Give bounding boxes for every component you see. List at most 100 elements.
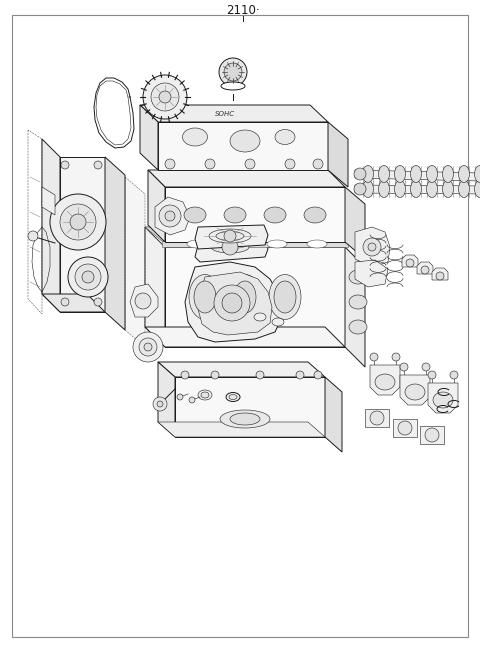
Polygon shape — [42, 187, 55, 215]
Polygon shape — [165, 187, 345, 242]
Circle shape — [94, 161, 102, 169]
Polygon shape — [140, 105, 328, 122]
Ellipse shape — [220, 410, 270, 428]
Polygon shape — [185, 262, 282, 342]
Circle shape — [422, 363, 430, 371]
Circle shape — [189, 397, 195, 403]
Polygon shape — [130, 284, 158, 317]
Circle shape — [363, 238, 381, 256]
Circle shape — [75, 264, 101, 290]
Ellipse shape — [227, 240, 247, 248]
Circle shape — [159, 205, 181, 227]
Ellipse shape — [379, 166, 389, 183]
Circle shape — [28, 231, 38, 241]
Circle shape — [151, 83, 179, 111]
Circle shape — [70, 214, 86, 230]
Polygon shape — [355, 185, 480, 194]
Polygon shape — [417, 262, 433, 274]
Ellipse shape — [211, 241, 249, 253]
Polygon shape — [328, 122, 348, 187]
Ellipse shape — [264, 207, 286, 223]
Polygon shape — [198, 272, 272, 335]
Circle shape — [428, 371, 436, 379]
Polygon shape — [145, 227, 348, 241]
Ellipse shape — [307, 240, 327, 248]
Circle shape — [165, 159, 175, 169]
Circle shape — [165, 211, 175, 221]
Ellipse shape — [433, 392, 453, 408]
Ellipse shape — [349, 295, 367, 309]
Ellipse shape — [443, 181, 454, 198]
Polygon shape — [158, 422, 325, 437]
Polygon shape — [42, 139, 60, 312]
Polygon shape — [105, 157, 125, 330]
Circle shape — [392, 353, 400, 361]
Ellipse shape — [427, 181, 437, 198]
Circle shape — [245, 159, 255, 169]
Circle shape — [159, 91, 171, 103]
Circle shape — [214, 285, 250, 321]
Ellipse shape — [221, 82, 245, 90]
Polygon shape — [402, 255, 418, 267]
Circle shape — [219, 58, 247, 86]
Polygon shape — [165, 247, 345, 347]
Ellipse shape — [216, 231, 244, 240]
Ellipse shape — [254, 313, 266, 321]
Ellipse shape — [362, 166, 373, 183]
Polygon shape — [432, 268, 448, 280]
Polygon shape — [158, 122, 328, 170]
Ellipse shape — [226, 392, 240, 401]
Polygon shape — [145, 227, 165, 347]
Polygon shape — [355, 170, 480, 181]
Circle shape — [222, 239, 238, 255]
Ellipse shape — [267, 240, 287, 248]
Circle shape — [421, 266, 429, 274]
Circle shape — [50, 194, 106, 250]
Polygon shape — [355, 227, 390, 267]
Ellipse shape — [234, 281, 256, 313]
Ellipse shape — [427, 166, 437, 183]
Circle shape — [177, 394, 183, 400]
Ellipse shape — [410, 181, 421, 198]
Polygon shape — [175, 377, 325, 437]
Polygon shape — [393, 419, 417, 437]
Polygon shape — [155, 197, 190, 235]
Circle shape — [368, 243, 376, 251]
Ellipse shape — [194, 281, 216, 313]
Polygon shape — [428, 383, 458, 413]
Ellipse shape — [269, 275, 301, 319]
Ellipse shape — [201, 392, 209, 398]
Circle shape — [153, 397, 167, 411]
Circle shape — [135, 293, 151, 309]
Ellipse shape — [189, 275, 221, 319]
Circle shape — [450, 371, 458, 379]
Polygon shape — [162, 241, 348, 247]
Polygon shape — [345, 247, 365, 367]
Ellipse shape — [405, 384, 425, 400]
Circle shape — [400, 363, 408, 371]
Ellipse shape — [395, 181, 406, 198]
Circle shape — [139, 338, 157, 356]
Ellipse shape — [375, 374, 395, 390]
Circle shape — [296, 371, 304, 379]
Ellipse shape — [224, 207, 246, 223]
Polygon shape — [325, 377, 342, 452]
Ellipse shape — [182, 128, 207, 146]
Ellipse shape — [184, 207, 206, 223]
Circle shape — [60, 204, 96, 240]
Polygon shape — [125, 177, 145, 347]
Circle shape — [68, 257, 108, 297]
Polygon shape — [420, 426, 444, 444]
Circle shape — [205, 159, 215, 169]
Circle shape — [222, 293, 242, 313]
Polygon shape — [355, 260, 388, 287]
Circle shape — [144, 343, 152, 351]
Ellipse shape — [443, 166, 454, 183]
Ellipse shape — [362, 181, 373, 198]
Polygon shape — [148, 170, 165, 242]
Polygon shape — [145, 227, 345, 247]
Text: SOHC: SOHC — [215, 111, 235, 117]
Circle shape — [224, 230, 236, 242]
Circle shape — [314, 371, 322, 379]
Ellipse shape — [229, 275, 261, 319]
